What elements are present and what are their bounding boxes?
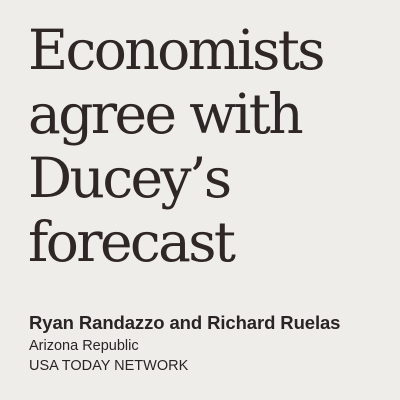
headline: Economists agree with Ducey’s forecast [28, 18, 396, 274]
author-byline: Ryan Randazzo and Richard Ruelas [29, 312, 341, 333]
publication-name: Arizona Republic [29, 338, 139, 354]
headline-line-4: forecast [28, 210, 236, 274]
headline-line-3: Ducey’s [28, 146, 232, 210]
network-name: USA TODAY NETWORK [29, 358, 189, 374]
headline-line-1: Economists [28, 18, 326, 82]
headline-line-2: agree with [28, 82, 304, 146]
